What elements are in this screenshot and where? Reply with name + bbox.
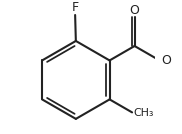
Text: CH₃: CH₃	[134, 108, 154, 118]
Text: O: O	[161, 54, 171, 67]
Text: O: O	[130, 4, 140, 17]
Text: F: F	[72, 1, 79, 14]
